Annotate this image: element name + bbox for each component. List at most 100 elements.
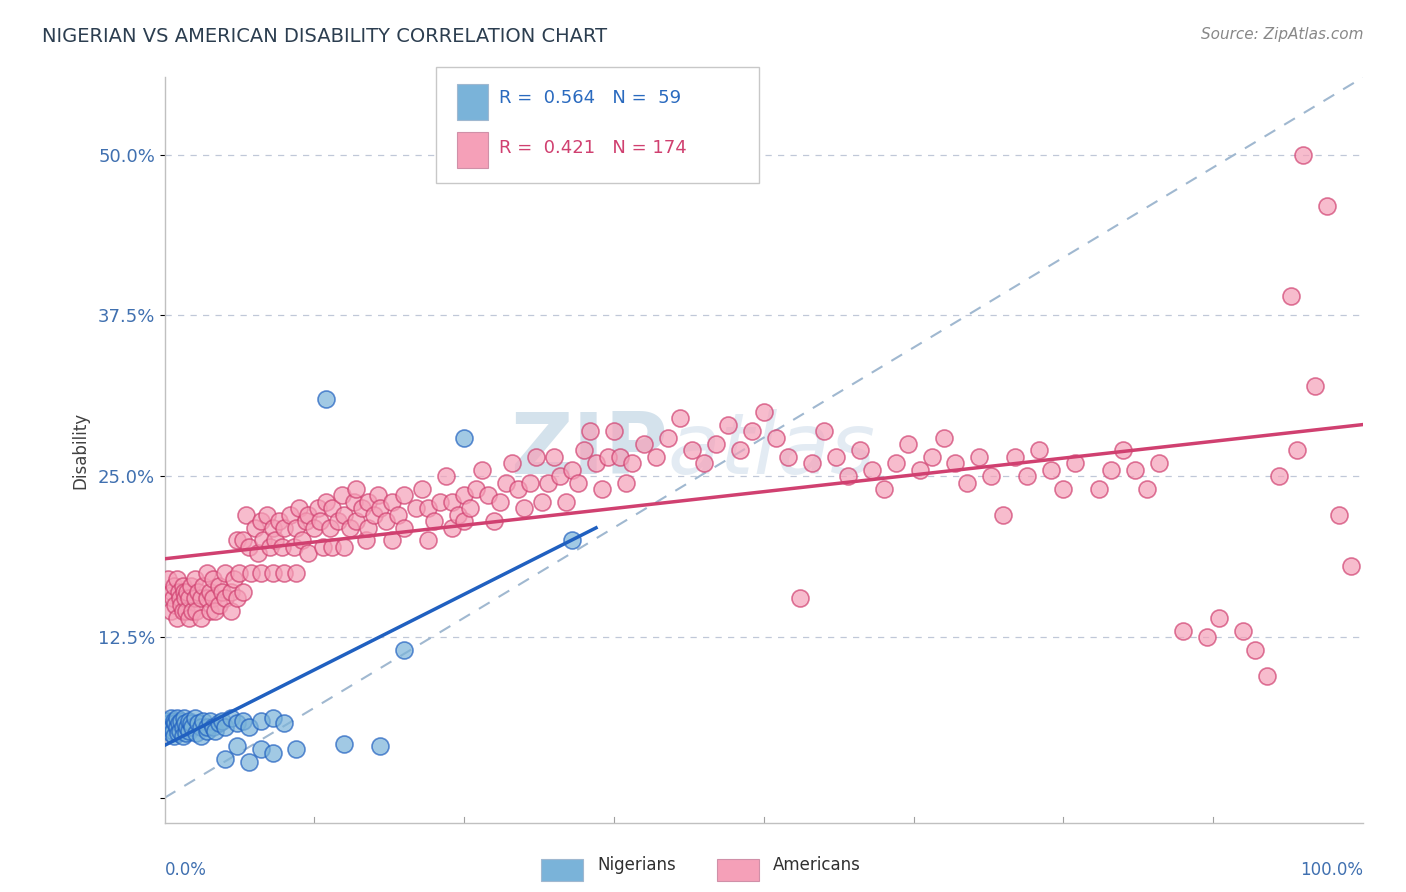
Point: [243, 521, 266, 535]
Point: [524, 450, 547, 464]
Point: [367, 488, 389, 502]
Point: [173, 711, 195, 725]
Text: ZIP: ZIP: [510, 409, 668, 492]
Point: [184, 604, 207, 618]
Text: NIGERIAN VS AMERICAN DISABILITY CORRELATION CHART: NIGERIAN VS AMERICAN DISABILITY CORRELAT…: [42, 27, 607, 45]
Point: [224, 572, 246, 586]
Point: [896, 437, 918, 451]
Point: [1279, 289, 1302, 303]
Point: [585, 456, 607, 470]
Point: [183, 572, 205, 586]
Point: [187, 585, 209, 599]
Point: [669, 411, 692, 425]
Point: [204, 604, 226, 618]
Point: [252, 533, 274, 548]
Point: [177, 714, 200, 728]
Point: [207, 578, 229, 592]
Point: [321, 501, 343, 516]
Point: [180, 578, 202, 592]
Point: [1285, 443, 1308, 458]
Point: [956, 475, 979, 490]
Point: [579, 424, 602, 438]
Point: [657, 431, 679, 445]
Point: [157, 714, 180, 728]
Point: [195, 720, 218, 734]
Point: [177, 610, 200, 624]
Point: [195, 723, 218, 738]
Point: [752, 405, 775, 419]
Point: [177, 591, 200, 606]
Point: [1052, 482, 1074, 496]
Point: [375, 514, 398, 528]
Point: [167, 585, 190, 599]
Point: [501, 456, 523, 470]
Point: [172, 604, 194, 618]
Point: [285, 742, 308, 756]
Point: [211, 714, 233, 728]
Point: [162, 591, 184, 606]
Point: [160, 720, 183, 734]
Text: R =  0.421   N = 174: R = 0.421 N = 174: [499, 139, 688, 157]
Point: [247, 546, 270, 560]
Point: [159, 726, 181, 740]
Point: [319, 521, 342, 535]
Point: [172, 578, 194, 592]
Point: [232, 585, 254, 599]
Point: [1088, 482, 1111, 496]
Point: [273, 566, 295, 580]
Point: [1232, 624, 1254, 638]
Point: [945, 456, 967, 470]
Point: [219, 604, 242, 618]
Point: [1197, 630, 1219, 644]
Point: [180, 716, 202, 731]
Point: [969, 450, 991, 464]
Point: [357, 521, 380, 535]
Point: [1256, 668, 1278, 682]
Point: [370, 501, 392, 516]
Point: [159, 716, 181, 731]
Point: [921, 450, 943, 464]
Point: [328, 514, 350, 528]
Point: [280, 508, 302, 522]
Point: [190, 591, 212, 606]
Point: [609, 450, 631, 464]
Point: [704, 437, 727, 451]
Point: [1244, 643, 1267, 657]
Point: [174, 716, 197, 731]
Point: [860, 463, 883, 477]
Text: 100.0%: 100.0%: [1301, 861, 1362, 879]
Point: [1303, 379, 1326, 393]
Point: [159, 604, 181, 618]
Point: [201, 572, 224, 586]
Point: [932, 431, 955, 445]
Point: [776, 450, 799, 464]
Point: [195, 591, 218, 606]
Point: [160, 585, 183, 599]
Point: [453, 488, 475, 502]
Point: [1099, 463, 1122, 477]
Point: [370, 739, 392, 754]
Point: [591, 482, 613, 496]
Point: [482, 514, 505, 528]
Point: [249, 714, 271, 728]
Point: [235, 508, 257, 522]
Point: [394, 488, 416, 502]
Point: [344, 514, 367, 528]
Point: [165, 716, 187, 731]
Point: [264, 533, 287, 548]
Point: [339, 521, 361, 535]
Point: [993, 508, 1015, 522]
Point: [908, 463, 931, 477]
Point: [1208, 610, 1230, 624]
Point: [344, 482, 367, 496]
Point: [177, 723, 200, 738]
Point: [256, 508, 278, 522]
Point: [195, 566, 218, 580]
Point: [489, 495, 512, 509]
Point: [800, 456, 823, 470]
Point: [190, 610, 212, 624]
Point: [531, 495, 554, 509]
Point: [1123, 463, 1146, 477]
Point: [1017, 469, 1039, 483]
Point: [405, 501, 427, 516]
